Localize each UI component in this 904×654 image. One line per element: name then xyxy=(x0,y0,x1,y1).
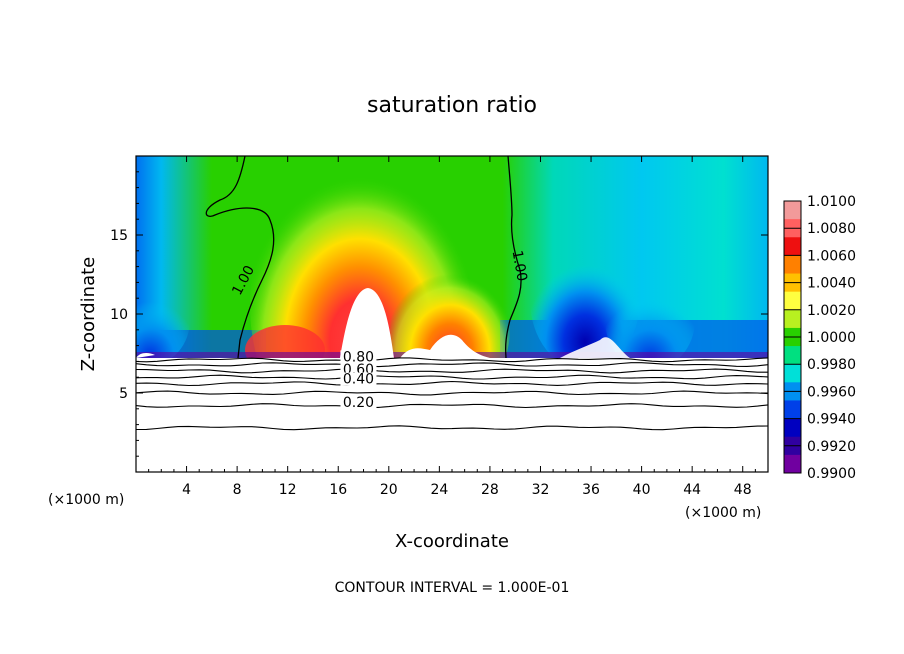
x-tick-label: 16 xyxy=(329,482,347,498)
colorbar-label: 0.9960 xyxy=(807,384,856,400)
x-tick-label: 24 xyxy=(430,482,448,498)
contour-line-1.00-left xyxy=(205,155,275,359)
y-axis-ticks: 5 10 15 xyxy=(110,171,768,457)
colorbar-label: 1.0000 xyxy=(807,330,856,346)
contour-label-bg xyxy=(340,396,377,410)
colorbar-label: 1.0040 xyxy=(807,276,856,292)
y-axis-label: Z-coordinate xyxy=(78,257,99,372)
colorbar: 1.0100 1.0080 1.0060 1.0040 1.0020 1.0000 0.99… xyxy=(783,194,856,482)
colorbar-label: 1.0060 xyxy=(807,248,856,264)
colorbar-segment xyxy=(784,291,801,311)
contour-label-bg xyxy=(340,350,377,364)
colorbar-segment xyxy=(784,400,801,420)
colorbar-segment xyxy=(784,237,801,256)
contour-line-0.8 xyxy=(135,357,769,363)
x-tick-label: 40 xyxy=(633,482,651,498)
contour-labels: 1.00 1.000.800.600.400.20 xyxy=(229,249,529,411)
x-unit-left: (×1000 m) xyxy=(48,492,124,508)
colorbar-segment xyxy=(784,454,801,474)
colorbar-label: 0.9920 xyxy=(807,439,856,455)
x-tick-label: 36 xyxy=(582,482,600,498)
contour-label: 0.80 xyxy=(343,349,374,365)
y-tick-label: 10 xyxy=(110,307,128,323)
contour-line-0.5 xyxy=(135,374,769,380)
contour-lines xyxy=(135,357,769,431)
x-tick-label: 48 xyxy=(734,482,752,498)
contour-line-0.2 xyxy=(135,403,769,409)
contour-line-0.6 xyxy=(135,368,768,374)
x-tick-label: 44 xyxy=(683,482,701,498)
contour-line-0.4 xyxy=(135,380,769,387)
x-tick-label: 28 xyxy=(481,482,499,498)
contour-label: 0.40 xyxy=(343,372,374,388)
colorbar-label: 0.9980 xyxy=(807,357,856,373)
contour-line-0.3 xyxy=(135,390,769,396)
colorbar-segment xyxy=(784,418,801,438)
contour-label: 0.20 xyxy=(343,395,374,411)
x-tick-label: 8 xyxy=(233,482,242,498)
contour-interval-note: CONTOUR INTERVAL = 1.000E-01 xyxy=(335,580,570,596)
x-tick-label: 32 xyxy=(532,482,550,498)
x-tick-label: 12 xyxy=(279,482,297,498)
colorbar-segment xyxy=(784,346,801,365)
colorbar-label: 0.9940 xyxy=(807,412,856,428)
chart-title: saturation ratio xyxy=(367,93,537,118)
colorbar-segment xyxy=(784,255,801,275)
x-tick-label: 20 xyxy=(380,482,398,498)
x-axis-label: X-coordinate xyxy=(395,531,509,552)
contour-fill xyxy=(136,156,768,358)
colorbar-label: 1.0100 xyxy=(807,194,856,210)
y-tick-label: 15 xyxy=(110,228,128,244)
colorbar-segment xyxy=(784,201,801,220)
contour-line-1.00-right xyxy=(504,155,522,359)
contour-line-0.7 xyxy=(135,362,769,368)
contour-label-bg xyxy=(340,372,377,386)
colorbar-label: 1.0080 xyxy=(807,221,856,237)
y-tick-label: 5 xyxy=(119,386,128,402)
contour-label: 1.00 xyxy=(509,249,530,282)
x-tick-label: 4 xyxy=(182,482,191,498)
x-unit-right: (×1000 m) xyxy=(685,505,761,521)
colorbar-label: 0.9900 xyxy=(807,466,856,482)
colorbar-segment xyxy=(784,364,801,383)
colorbar-segment xyxy=(784,309,801,329)
x-axis-ticks: 4 8 12 16 20 24 28 32 36 40 44 48 xyxy=(148,156,756,498)
contour-line-0.1 xyxy=(135,425,769,431)
colorbar-label: 1.0020 xyxy=(807,303,856,319)
